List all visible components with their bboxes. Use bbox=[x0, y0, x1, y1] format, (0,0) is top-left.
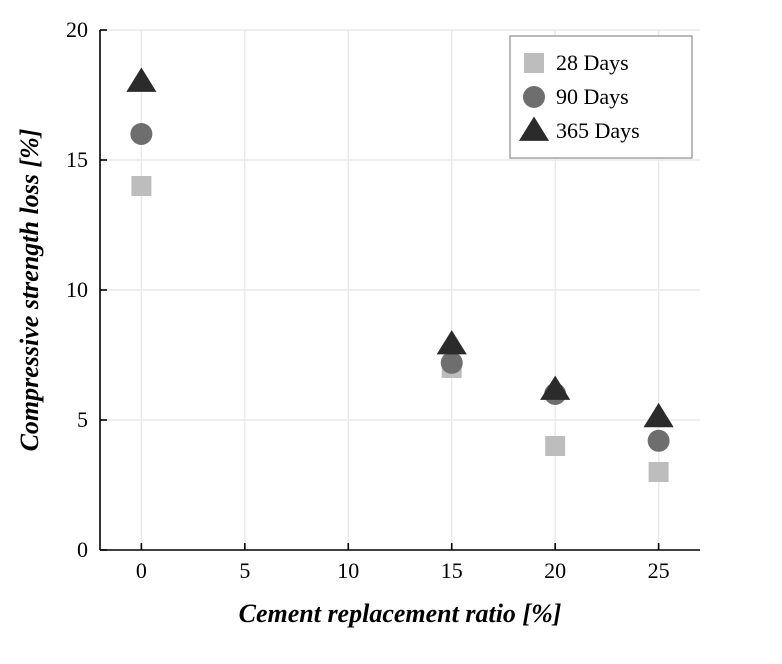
y-tick-label: 15 bbox=[66, 147, 88, 172]
legend: 28 Days 90 Days 365 Days bbox=[510, 36, 692, 158]
x-tick-label: 5 bbox=[239, 558, 250, 583]
y-axis-label: Compressive strength loss [%] bbox=[15, 129, 44, 452]
x-tick-label: 15 bbox=[441, 558, 463, 583]
x-axis-label: Cement replacement ratio [%] bbox=[239, 599, 562, 628]
x-tick-label: 10 bbox=[337, 558, 359, 583]
y-tick-label: 10 bbox=[66, 277, 88, 302]
legend-marker-d90 bbox=[523, 86, 545, 108]
chart-container: 0 5 10 15 20 25 0 5 10 15 20 Cement replacement rat… bbox=[0, 0, 782, 664]
legend-label-d28: 28 Days bbox=[556, 50, 629, 75]
data-point-d90 bbox=[648, 430, 670, 452]
y-tick-label: 5 bbox=[77, 407, 88, 432]
y-tick-label: 0 bbox=[77, 537, 88, 562]
legend-label-d365: 365 Days bbox=[556, 118, 640, 143]
y-tick-label: 20 bbox=[66, 17, 88, 42]
data-point-d28 bbox=[649, 462, 669, 482]
data-point-d28 bbox=[131, 176, 151, 196]
data-point-d28 bbox=[545, 436, 565, 456]
legend-label-d90: 90 Days bbox=[556, 84, 629, 109]
data-point-d90 bbox=[441, 352, 463, 374]
x-tick-label: 20 bbox=[544, 558, 566, 583]
x-tick-label: 25 bbox=[648, 558, 670, 583]
chart-svg: 0 5 10 15 20 25 0 5 10 15 20 Cement replacement rat… bbox=[0, 0, 782, 664]
x-tick-label: 0 bbox=[136, 558, 147, 583]
data-point-d90 bbox=[130, 123, 152, 145]
legend-marker-d28 bbox=[524, 53, 544, 73]
